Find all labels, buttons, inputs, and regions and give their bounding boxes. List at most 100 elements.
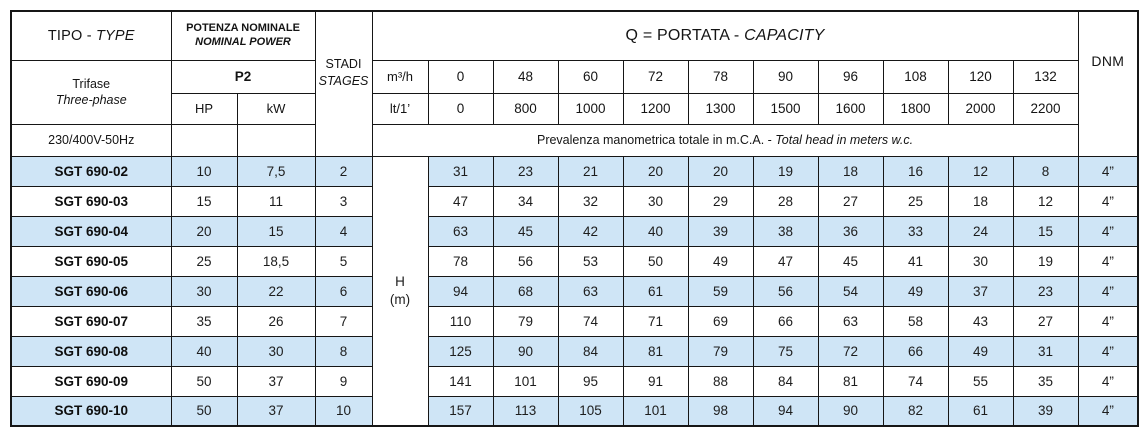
m3h-value-cell: 60 (557, 59, 624, 94)
kw-value-cell: 7,5 (236, 155, 316, 187)
m3h-value-cell: 90 (752, 59, 819, 94)
head-value-cell: 8 (1012, 155, 1079, 187)
pump-type-cell: SGT 690-10 (10, 395, 172, 427)
pump-spec-table: TIPO - TYPE POTENZA NOMINALE NOMINAL POW… (10, 10, 1140, 427)
pump-type-cell: SGT 690-03 (10, 185, 172, 217)
hp-value-cell: 10 (170, 155, 238, 187)
head-value-cell: 78 (427, 245, 494, 277)
head-value-cell: 63 (557, 275, 624, 307)
m3h-value-cell: 72 (622, 59, 689, 94)
head-value-cell: 41 (882, 245, 949, 277)
kw-value-cell: 18,5 (236, 245, 316, 277)
head-value-cell: 36 (817, 215, 884, 247)
voltage-cell: 230/400V-50Hz (10, 123, 172, 157)
head-value-cell: 54 (817, 275, 884, 307)
head-value-cell: 43 (947, 305, 1014, 337)
header-row-1: TIPO - TYPE POTENZA NOMINALE NOMINAL POW… (10, 10, 1139, 157)
head-value-cell: 75 (752, 335, 819, 367)
nominal-power-label: NOMINAL POWER (195, 35, 291, 48)
head-value-cell: 101 (492, 365, 559, 397)
hp-value-cell: 35 (170, 305, 238, 337)
head-value-cell: 66 (882, 335, 949, 367)
head-value-cell: 81 (817, 365, 884, 397)
head-value-cell: 61 (947, 395, 1014, 427)
head-value-cell: 71 (622, 305, 689, 337)
m3h-value-cell: 120 (947, 59, 1014, 94)
kw-value-cell: 37 (236, 395, 316, 427)
stages-value-cell: 3 (314, 185, 373, 217)
head-value-cell: 20 (687, 155, 754, 187)
kw-value-cell: 26 (236, 305, 316, 337)
head-value-cell: 19 (752, 155, 819, 187)
p2-header-cell: P2 (170, 59, 316, 94)
head-value-cell: 35 (1012, 365, 1079, 397)
dnm-value-cell: 4” (1077, 335, 1139, 367)
head-value-cell: 31 (1012, 335, 1079, 367)
lt-value-cell: 1800 (882, 92, 949, 125)
head-value-cell: 68 (492, 275, 559, 307)
table-row: SGT 690-04 20 15 4 63 45 42 40 39 38 36 33 24 15 4” (10, 215, 1139, 247)
m3h-value-cell: 78 (687, 59, 754, 94)
stages-value-cell: 4 (314, 215, 373, 247)
table-row: SGT 690-05 25 18,5 5 78 56 53 50 49 47 45 41 30 19 4” (10, 245, 1139, 277)
m3h-value-cell: 108 (882, 59, 949, 94)
lt-value-cell: 1300 (687, 92, 754, 125)
stages-value-cell: 7 (314, 305, 373, 337)
head-value-cell: 31 (427, 155, 494, 187)
head-value-cell: 94 (752, 395, 819, 427)
head-value-cell: 90 (492, 335, 559, 367)
head-value-cell: 98 (687, 395, 754, 427)
head-value-cell: 63 (427, 215, 494, 247)
head-value-cell: 101 (622, 395, 689, 427)
kw-header-cell: kW (236, 92, 316, 125)
head-value-cell: 23 (1012, 275, 1079, 307)
total-head-caption-cell: Prevalenza manometrica totale in m.C.A. … (371, 123, 1079, 157)
head-value-cell: 50 (622, 245, 689, 277)
head-value-cell: 110 (427, 305, 494, 337)
head-value-cell: 113 (492, 395, 559, 427)
head-value-cell: 94 (427, 275, 494, 307)
head-value-cell: 84 (557, 335, 624, 367)
dnm-value-cell: 4” (1077, 215, 1139, 247)
stages-value-cell: 8 (314, 335, 373, 367)
dnm-value-cell: 4” (1077, 185, 1139, 217)
stages-value-cell: 10 (314, 395, 373, 427)
data-rows: SGT 690-02 10 7,5 2 H (m) 31 23 21 20 20 19 18 16 12 8… (10, 155, 1139, 427)
head-meters-label-cell: H (m) (371, 155, 429, 427)
m3h-value-cell: 48 (492, 59, 559, 94)
head-value-cell: 58 (882, 305, 949, 337)
lt-value-cell: 1600 (817, 92, 884, 125)
head-value-cell: 12 (947, 155, 1014, 187)
table-row: SGT 690-07 35 26 7 110 79 74 71 69 66 63 58 43 27 4” (10, 305, 1139, 337)
nominal-power-header-cell: POTENZA NOMINALE NOMINAL POWER (170, 10, 316, 61)
head-value-cell: 12 (1012, 185, 1079, 217)
head-value-cell: 21 (557, 155, 624, 187)
type-label: TYPE (95, 27, 135, 44)
head-value-cell: 45 (492, 215, 559, 247)
head-value-cell: 27 (1012, 305, 1079, 337)
head-value-cell: 27 (817, 185, 884, 217)
m3h-value-cell: 132 (1012, 59, 1079, 94)
three-phase-label: Three-phase (55, 93, 127, 107)
hp-value-cell: 30 (170, 275, 238, 307)
lt-value-cell: 2000 (947, 92, 1014, 125)
head-value-cell: 24 (947, 215, 1014, 247)
head-value-cell: 69 (687, 305, 754, 337)
stages-value-cell: 6 (314, 275, 373, 307)
head-value-cell: 28 (752, 185, 819, 217)
total-head-label: Total head in meters w.c. (775, 133, 914, 147)
kw-value-cell: 37 (236, 365, 316, 397)
head-value-cell: 79 (492, 305, 559, 337)
head-value-cell: 34 (492, 185, 559, 217)
head-value-cell: 33 (882, 215, 949, 247)
dnm-header-cell: DNM (1077, 10, 1139, 157)
head-value-cell: 88 (687, 365, 754, 397)
stadi-label: STADI (325, 56, 362, 71)
head-value-cell: 19 (1012, 245, 1079, 277)
kw-value-cell: 15 (236, 215, 316, 247)
dnm-value-cell: 4” (1077, 155, 1139, 187)
pump-type-cell: SGT 690-06 (10, 275, 172, 307)
stages-value-cell: 2 (314, 155, 373, 187)
portata-label: Q = PORTATA - (625, 26, 745, 44)
